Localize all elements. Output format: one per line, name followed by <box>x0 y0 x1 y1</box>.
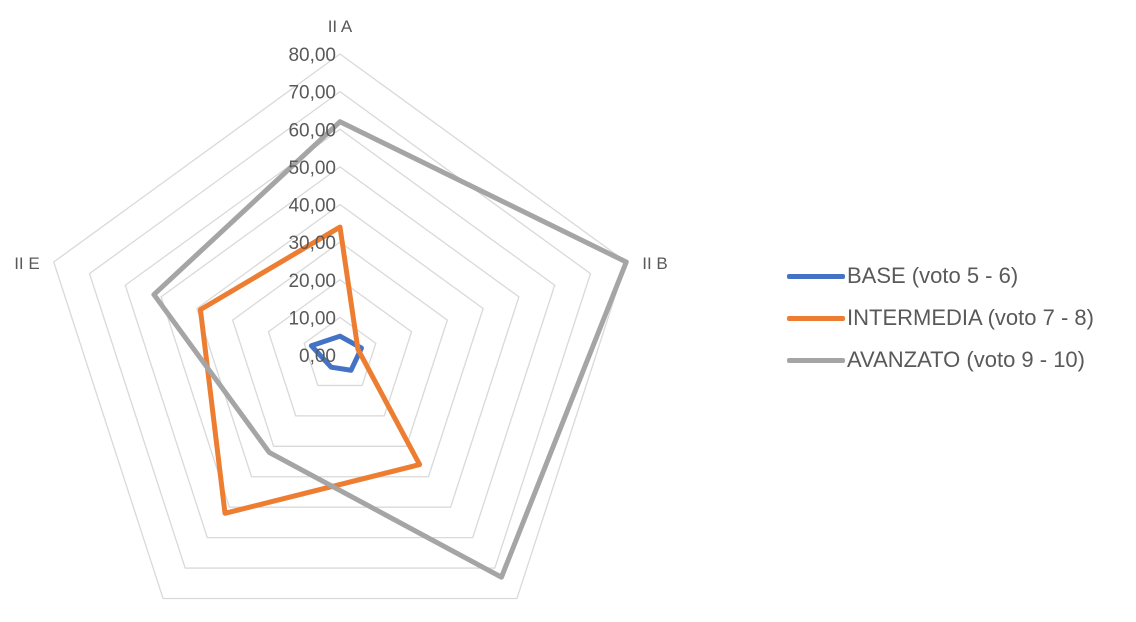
gridline-ring <box>268 280 411 416</box>
grid-layer <box>54 54 627 599</box>
legend-swatch-avanzato <box>787 358 845 363</box>
tick-label: 30,00 <box>288 233 336 254</box>
legend-swatch-intermedia <box>787 316 845 321</box>
series-layer <box>154 122 626 577</box>
category-label: II A <box>328 17 353 36</box>
gridline-ring <box>90 92 591 568</box>
legend-item-intermedia: INTERMEDIA (voto 7 - 8) <box>787 297 1132 339</box>
legend-item-avanzato: AVANZATO (voto 9 - 10) <box>787 339 1132 381</box>
tick-label: 80,00 <box>288 45 336 66</box>
category-label: II B <box>642 254 668 273</box>
tick-label: 50,00 <box>288 158 336 179</box>
legend-item-base: BASE (voto 5 - 6) <box>787 255 1132 297</box>
legend: BASE (voto 5 - 6) INTERMEDIA (voto 7 - 8… <box>787 255 1132 381</box>
legend-label-base: BASE (voto 5 - 6) <box>847 263 1018 289</box>
category-label: II E <box>14 254 40 273</box>
tick-label: 20,00 <box>288 271 336 292</box>
tick-label: 0,00 <box>299 346 336 367</box>
label-layer: 0,00 10,00 20,00 30,00 40,00 50,00 60,00 70,00 8… <box>14 17 668 617</box>
tick-label: 10,00 <box>288 308 336 329</box>
legend-swatch-base <box>787 274 845 279</box>
legend-label-avanzato: AVANZATO (voto 9 - 10) <box>847 347 1085 373</box>
tick-label: 70,00 <box>288 83 336 104</box>
gridline-ring <box>54 54 627 599</box>
tick-label: 60,00 <box>288 120 336 141</box>
tick-label: 40,00 <box>288 196 336 217</box>
legend-label-intermedia: INTERMEDIA (voto 7 - 8) <box>847 305 1094 331</box>
